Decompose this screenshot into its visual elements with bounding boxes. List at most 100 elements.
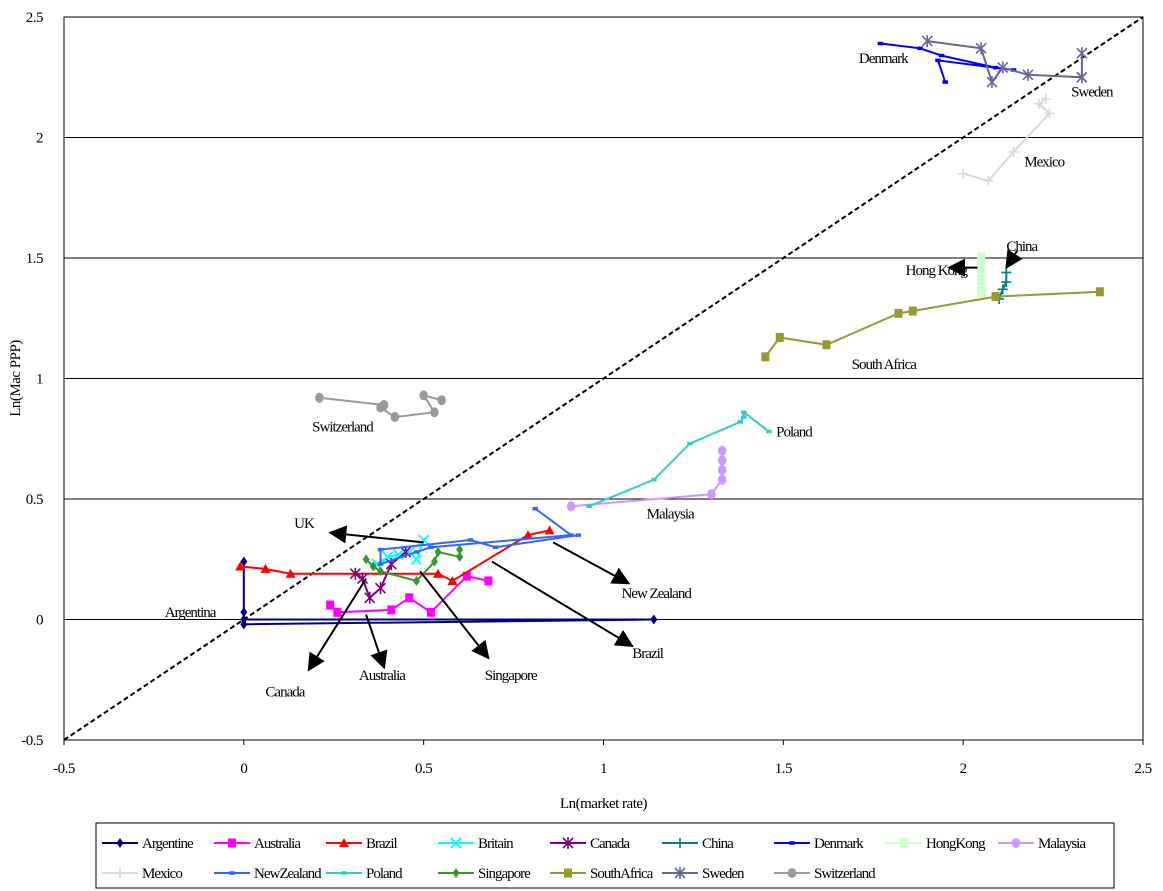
legend-item: Argentine bbox=[102, 836, 195, 852]
data-point bbox=[1001, 277, 1012, 288]
legend-label: Mexico bbox=[142, 866, 182, 882]
annotation-label: Denmark bbox=[859, 51, 909, 67]
annotation-arrow bbox=[1005, 249, 1023, 270]
legend-label: Canada bbox=[590, 836, 630, 852]
legend-label: NewZealand bbox=[254, 866, 322, 882]
annotation-label: New Zealand bbox=[621, 586, 692, 602]
data-point bbox=[428, 545, 434, 549]
annotation-arrow bbox=[328, 525, 424, 544]
legend-item: Brazil bbox=[326, 836, 398, 852]
data-point bbox=[315, 392, 324, 403]
annotation-label: Mexico bbox=[1024, 154, 1064, 170]
data-point bbox=[341, 871, 347, 875]
data-point bbox=[789, 841, 795, 845]
data-point bbox=[456, 544, 464, 555]
x-tick-label: 1 bbox=[600, 761, 607, 777]
legend-label: Denmark bbox=[814, 836, 864, 852]
series-southafrica bbox=[761, 287, 1104, 362]
legend-label: Switzerland bbox=[814, 866, 876, 882]
data-point bbox=[908, 306, 917, 316]
data-point bbox=[894, 308, 903, 318]
data-point bbox=[977, 274, 986, 286]
series-group bbox=[235, 35, 1104, 630]
data-point bbox=[737, 420, 743, 424]
data-point bbox=[532, 506, 538, 511]
annotation-label: China bbox=[1006, 239, 1038, 255]
data-point bbox=[997, 284, 1008, 295]
annotation-label: Switzerland bbox=[312, 420, 374, 436]
data-point bbox=[917, 46, 923, 51]
data-point bbox=[766, 429, 772, 434]
data-point bbox=[921, 35, 933, 48]
data-point bbox=[235, 561, 246, 571]
annotation-label: South Africa bbox=[852, 357, 918, 373]
data-point bbox=[377, 566, 385, 577]
data-point bbox=[575, 533, 582, 537]
legend: Argentine Australia Brazil Britain Canada Chi… bbox=[95, 822, 1115, 889]
data-point bbox=[452, 868, 460, 878]
data-point bbox=[362, 554, 370, 565]
data-point bbox=[377, 562, 384, 566]
data-point bbox=[935, 58, 941, 63]
y-tick-label: 0.5 bbox=[26, 492, 43, 508]
legend-label: Malaysia bbox=[1038, 836, 1086, 852]
data-point bbox=[562, 837, 574, 849]
data-point bbox=[240, 607, 248, 618]
legend-label: Brazil bbox=[366, 836, 397, 852]
series-singapore bbox=[362, 544, 464, 586]
data-point bbox=[544, 525, 555, 535]
data-point bbox=[364, 591, 376, 604]
annotation-label: Malaysia bbox=[647, 506, 695, 522]
data-point bbox=[447, 575, 458, 585]
y-tick-label: 0 bbox=[36, 613, 43, 629]
series-australia bbox=[326, 571, 493, 617]
data-point bbox=[992, 65, 999, 70]
legend-label: Sweden bbox=[702, 866, 745, 882]
legend-item: Singapore bbox=[438, 866, 532, 882]
annotation-label: Sweden bbox=[1071, 85, 1114, 101]
data-point bbox=[651, 477, 657, 482]
data-point bbox=[650, 614, 658, 625]
data-point bbox=[1076, 47, 1088, 60]
annotation-label: Brazil bbox=[632, 646, 663, 662]
legend-item: Sweden bbox=[662, 866, 746, 882]
data-point bbox=[1044, 108, 1055, 119]
annotation-label: Argentina bbox=[165, 605, 217, 621]
y-axis-title: Ln(Mac PPP) bbox=[8, 340, 24, 417]
data-point bbox=[997, 61, 1009, 74]
legend-label: HongKong bbox=[926, 836, 986, 852]
annotation-arrow bbox=[552, 541, 631, 585]
data-point bbox=[741, 415, 747, 419]
annotation-label: Poland bbox=[776, 424, 813, 440]
series-canada bbox=[349, 546, 412, 604]
annotation-arrow bbox=[491, 560, 634, 647]
data-point bbox=[426, 607, 435, 617]
annotation-label: Hong Kong bbox=[906, 263, 969, 279]
data-point bbox=[942, 80, 948, 84]
data-point bbox=[977, 262, 986, 274]
series-malaysia bbox=[566, 445, 727, 512]
data-point bbox=[900, 837, 908, 849]
data-point bbox=[687, 441, 693, 446]
data-point bbox=[410, 553, 423, 565]
legend-label: Britain bbox=[478, 836, 514, 852]
data-point bbox=[522, 530, 533, 540]
series-poland bbox=[586, 410, 772, 508]
data-point bbox=[566, 501, 576, 512]
data-point bbox=[430, 407, 439, 418]
annotation-label: Singapore bbox=[485, 668, 538, 684]
y-tick-label: 1.5 bbox=[26, 251, 43, 267]
series-newzealand bbox=[377, 506, 582, 566]
data-point bbox=[958, 168, 969, 179]
data-point bbox=[975, 42, 987, 55]
tick-labels: -0.5 0 0.5 1 1.5 2 2.5 -0.5 0 0.5 1 1.5 2 2.5 bbox=[21, 10, 1152, 777]
annotation-label: UK bbox=[294, 516, 315, 532]
legend-label: Singapore bbox=[478, 866, 531, 882]
data-point bbox=[240, 556, 248, 567]
data-point bbox=[775, 333, 784, 343]
series-line bbox=[588, 410, 770, 508]
data-point bbox=[1040, 93, 1051, 104]
data-point bbox=[564, 868, 572, 878]
legend-item: Canada bbox=[550, 836, 631, 852]
